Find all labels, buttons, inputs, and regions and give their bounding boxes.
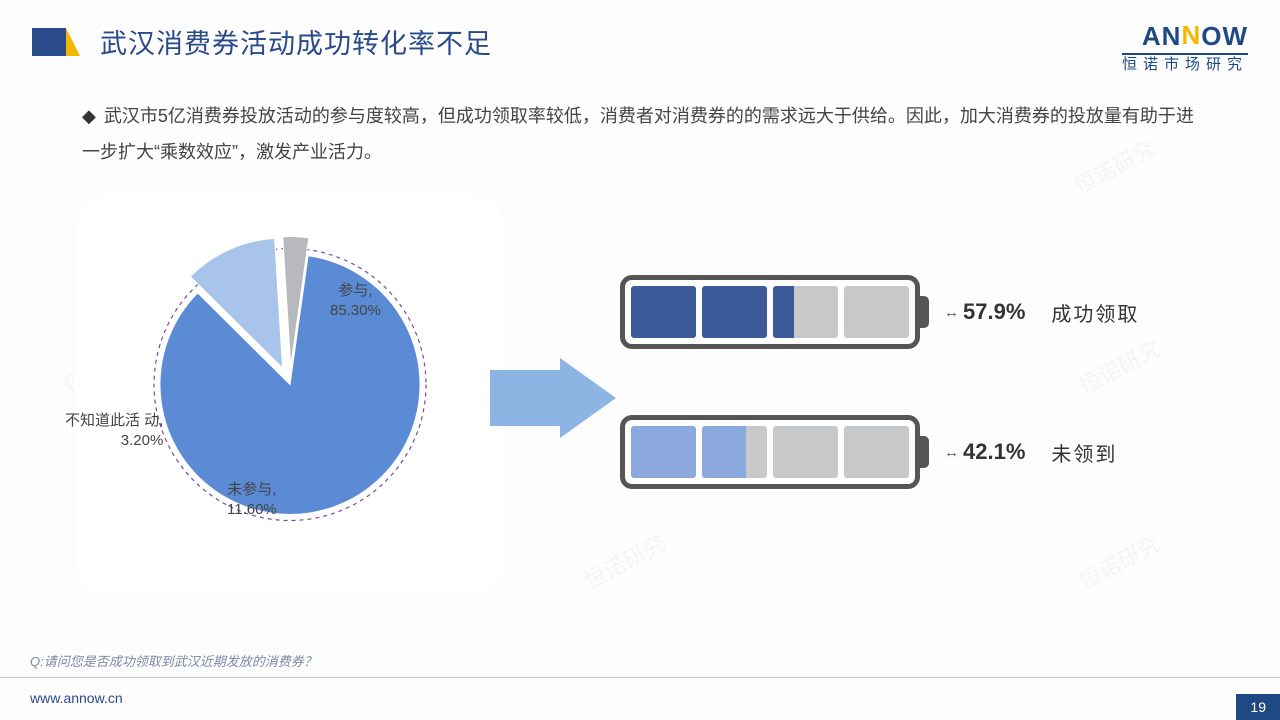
logo-accent: N bbox=[1181, 21, 1201, 50]
slide-header: 武汉消费券活动成功转化率不足 ANNOW 恒诺市场研究 bbox=[32, 22, 1248, 73]
arrow-left-icon: ↔ bbox=[944, 444, 957, 461]
footer-divider bbox=[0, 677, 1280, 678]
pie-label-weicanyu: 未参与,11.60% bbox=[227, 480, 277, 521]
arrow-icon bbox=[490, 358, 620, 438]
battery-cell bbox=[702, 286, 767, 338]
brand-logo: ANNOW 恒诺市场研究 bbox=[1122, 22, 1248, 73]
pie-panel: 参与,85.30% 未参与,11.60% 不知道此活 动,3.20% bbox=[75, 195, 505, 595]
bullet-icon: ◆ bbox=[82, 106, 96, 126]
watermark: 恒诺研究 bbox=[578, 526, 671, 596]
battery-cell bbox=[844, 286, 909, 338]
battery-percent-1: ↔ 42.1% 未领到 bbox=[944, 438, 1117, 467]
battery-caption: 成功领取 bbox=[1051, 298, 1139, 327]
title-badge-icon bbox=[32, 28, 66, 56]
battery-cell bbox=[631, 426, 696, 478]
battery-percent-value: 57.9% bbox=[963, 299, 1025, 325]
battery-percent-value: 42.1% bbox=[963, 439, 1025, 465]
battery-0 bbox=[620, 275, 920, 349]
question-footnote: Q:请问您是否成功领取到武汉近期发放的消费券？ bbox=[30, 651, 317, 670]
battery-caption: 未领到 bbox=[1051, 438, 1117, 467]
body-text: 武汉市5亿消费券投放活动的参与度较高，但成功领取率较低，消费者对消费券的的需求远… bbox=[82, 106, 1194, 162]
pie-label-canyu: 参与,85.30% bbox=[330, 281, 381, 322]
battery-cell bbox=[631, 286, 696, 338]
battery-percent-0: ↔ 57.9% 成功领取 bbox=[944, 298, 1139, 327]
page-number: 19 bbox=[1236, 694, 1280, 720]
battery-1 bbox=[620, 415, 920, 489]
battery-cell bbox=[773, 286, 838, 338]
watermark: 恒诺研究 bbox=[1073, 526, 1166, 596]
logo-part-a: AN bbox=[1142, 21, 1182, 51]
footer-url: www.annow.cn bbox=[30, 690, 123, 706]
body-paragraph: ◆武汉市5亿消费券投放活动的参与度较高，但成功领取率较低，消费者对消费券的的需求… bbox=[82, 98, 1210, 170]
battery-row-1: ↔ 42.1% 未领到 bbox=[620, 415, 1117, 489]
slide-title: 武汉消费券活动成功转化率不足 bbox=[100, 22, 492, 61]
battery-cell bbox=[844, 426, 909, 478]
pie-label-buzhidao: 不知道此活 动,3.20% bbox=[65, 411, 163, 452]
arrow-left-icon: ↔ bbox=[944, 304, 957, 321]
battery-cell bbox=[702, 426, 767, 478]
logo-subtitle: 恒诺市场研究 bbox=[1122, 53, 1248, 74]
logo-part-c: OW bbox=[1201, 21, 1248, 51]
battery-cell bbox=[773, 426, 838, 478]
pie-chart bbox=[130, 225, 450, 550]
battery-row-0: ↔ 57.9% 成功领取 bbox=[620, 275, 1139, 349]
